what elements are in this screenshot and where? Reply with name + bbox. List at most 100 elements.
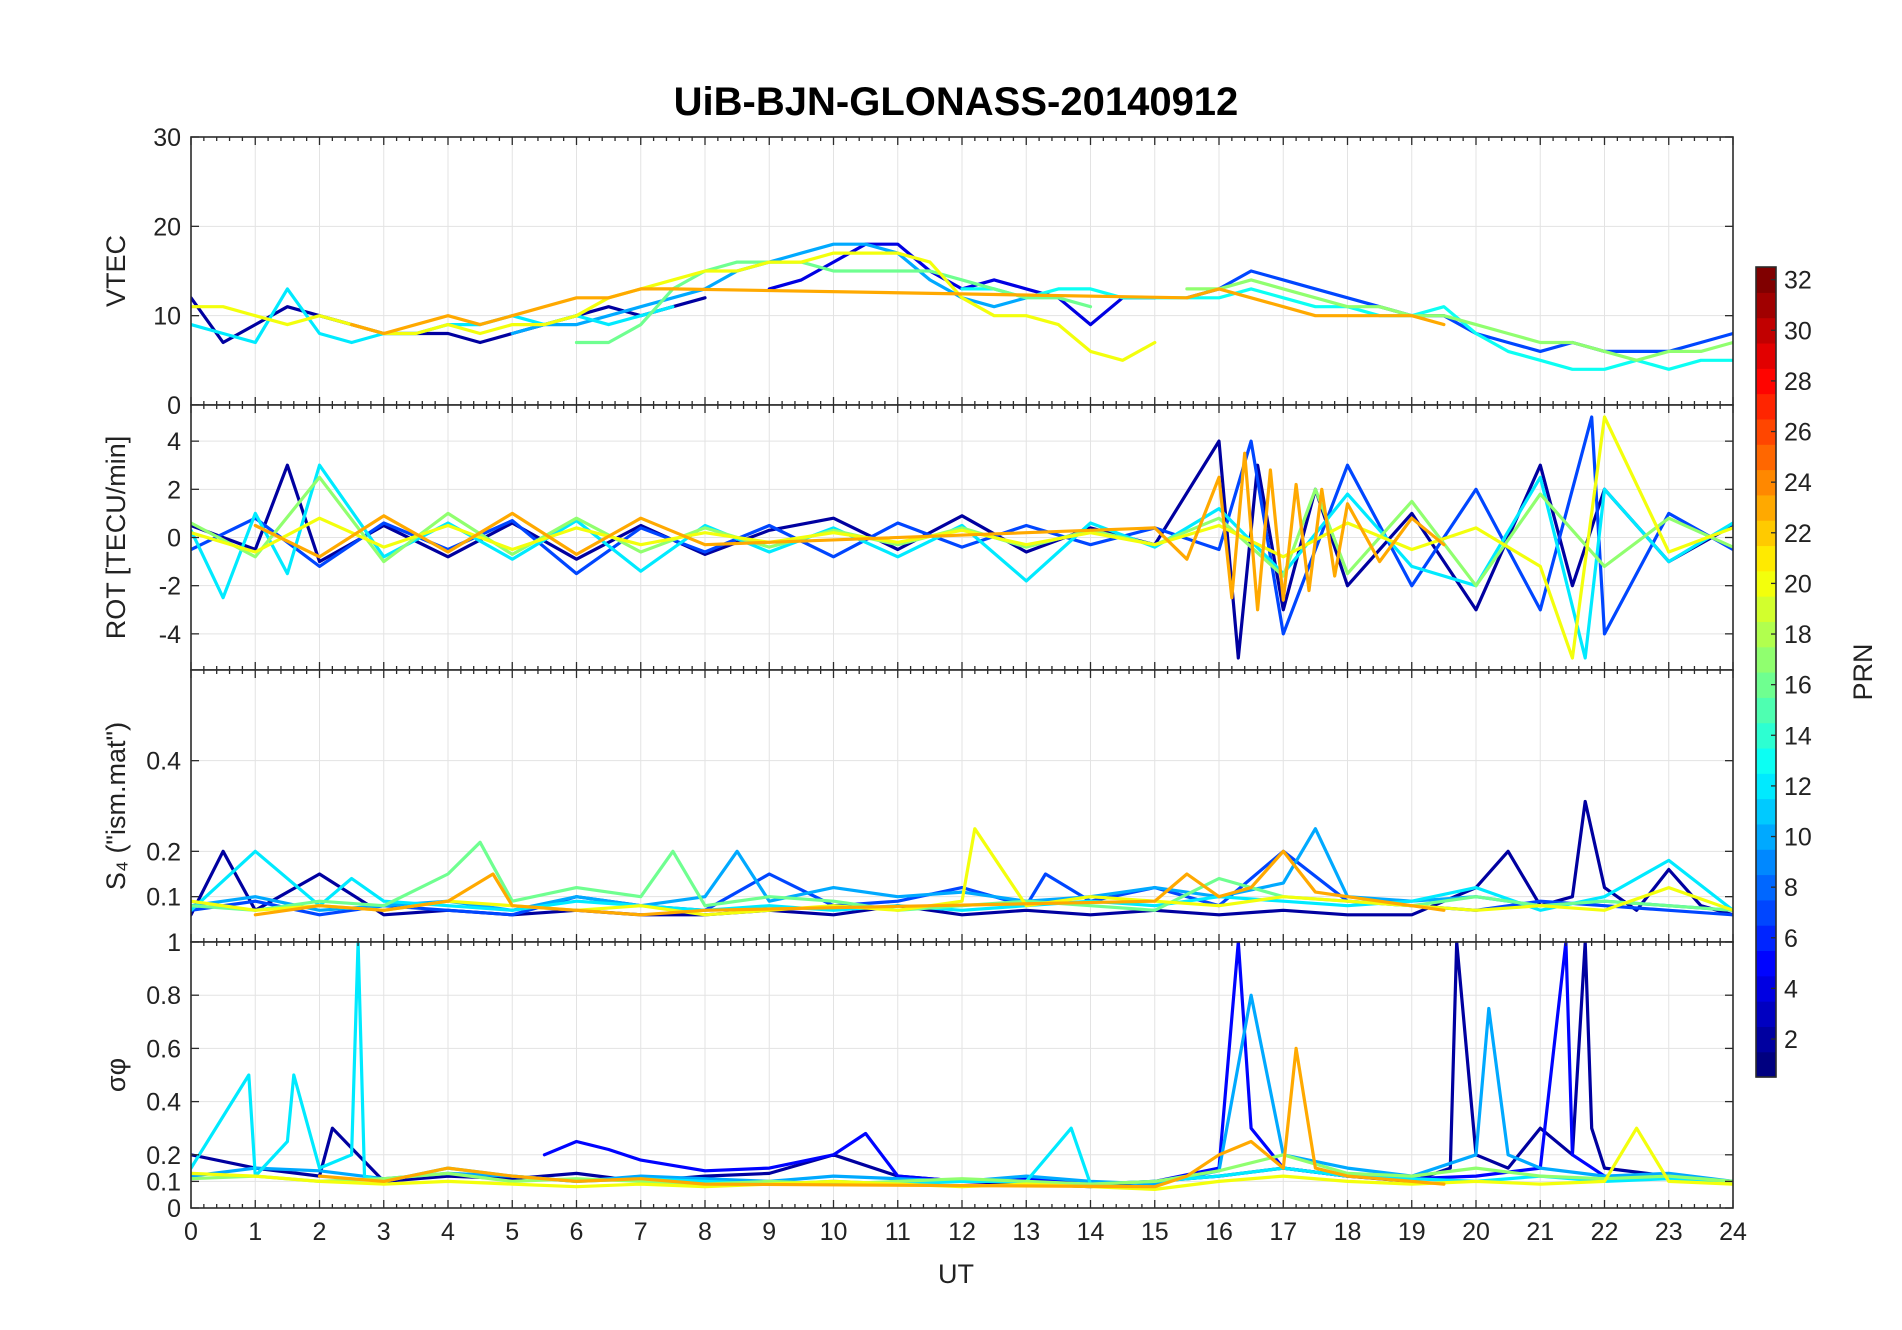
series-prn-17 xyxy=(191,1153,1733,1186)
x-tick-label: 7 xyxy=(634,1218,648,1246)
colorbar-tick-label: 16 xyxy=(1784,672,1812,700)
y-ticks: 0 10 20 30 xyxy=(153,124,1733,420)
colorbar-label: PRN xyxy=(1848,643,1878,700)
colorbar-tick-label: 24 xyxy=(1784,469,1812,497)
y-ticks: 0.1 0.2 0.4 xyxy=(146,748,1733,912)
panel-vtec: 0 10 20 30 VTEC xyxy=(101,124,1734,420)
x-tick-label: 2 xyxy=(313,1218,327,1246)
x-tick-label: 12 xyxy=(948,1218,976,1246)
x-tick-label: 13 xyxy=(1012,1218,1040,1246)
colorbar-segment xyxy=(1756,621,1776,648)
colorbar-segment xyxy=(1756,469,1776,496)
colorbar-segment xyxy=(1756,342,1776,369)
series-group xyxy=(191,799,1733,917)
y-axis-label: σφ xyxy=(101,1058,131,1092)
colorbar-segment xyxy=(1756,925,1776,952)
y-tick-label: 30 xyxy=(153,124,181,152)
x-tick-label: 16 xyxy=(1205,1218,1233,1246)
x-tick-label: 17 xyxy=(1269,1218,1297,1246)
colorbar-segment xyxy=(1756,368,1776,395)
chart-title: UiB-BJN-GLONASS-20140912 xyxy=(674,80,1239,124)
colorbar-segment xyxy=(1756,494,1776,521)
colorbar-tick-label: 8 xyxy=(1784,874,1798,902)
colorbar-segment xyxy=(1756,950,1776,977)
x-axis-label: UT xyxy=(938,1259,974,1289)
colorbar-segment xyxy=(1756,570,1776,597)
colorbar-tick-label: 18 xyxy=(1784,621,1812,649)
colorbar-segment xyxy=(1756,317,1776,344)
series-prn-2 xyxy=(191,296,707,345)
series-prn-12 xyxy=(191,463,1733,660)
y-axis-label: S₄ ("ism.mat") xyxy=(101,722,131,890)
y-axis-label: ROT [TECU/min] xyxy=(101,436,131,640)
y-tick-label: 0.4 xyxy=(146,1089,181,1117)
x-tick-label: 8 xyxy=(698,1218,712,1246)
series-prn-23 xyxy=(253,849,1446,917)
colorbar-segment xyxy=(1756,267,1776,293)
x-tick-label: 14 xyxy=(1077,1218,1105,1246)
colorbar-segment xyxy=(1756,646,1776,673)
series-prn-20 xyxy=(191,415,1733,660)
series-prn-23 xyxy=(317,1046,1446,1189)
colorbar-segment xyxy=(1756,393,1776,420)
x-tick-label: 9 xyxy=(762,1218,776,1246)
series-prn-20 xyxy=(191,827,1733,917)
y-tick-label: 0.8 xyxy=(146,982,181,1010)
y-tick-label: 0 xyxy=(167,392,181,420)
colorbar-segment xyxy=(1756,596,1776,622)
y-tick-label: -4 xyxy=(159,621,181,649)
series-prn-23 xyxy=(253,451,1446,612)
colorbar-tick-label: 22 xyxy=(1784,520,1812,548)
y-tick-label: 0.6 xyxy=(146,1035,181,1063)
x-tick-label: 6 xyxy=(570,1218,584,1246)
colorbar-segment xyxy=(1756,798,1776,825)
x-tick-label: 0 xyxy=(184,1218,198,1246)
series-prn-7 xyxy=(1185,269,1733,353)
colorbar-segment xyxy=(1756,697,1776,724)
series-group xyxy=(191,942,1733,1192)
x-ticks xyxy=(190,942,1734,1208)
y-tick-label: -2 xyxy=(159,573,181,601)
panel-s4: 0.1 0.2 0.4 S₄ ("ism.mat") xyxy=(101,669,1734,943)
x-tick-label: 22 xyxy=(1591,1218,1619,1246)
y-tick-label: 1 xyxy=(167,929,181,957)
x-tick-label: 4 xyxy=(441,1218,455,1246)
colorbar-segment xyxy=(1756,975,1776,1002)
series-prn-17 xyxy=(1185,278,1733,362)
colorbar-segment xyxy=(1756,773,1776,800)
colorbar-tick-label: 20 xyxy=(1784,570,1812,598)
colorbar-frame xyxy=(1755,266,1777,1078)
x-tick-label: 3 xyxy=(377,1218,391,1246)
x-tick-label: 21 xyxy=(1526,1218,1554,1246)
y-ticks: -4 -2 0 2 4 xyxy=(159,428,1733,649)
x-axis: 0 1 2 3 4 5 6 7 8 9 10 11 12 13 14 15 16 17 18 19 20 21 22 23 24 xyxy=(184,1218,1747,1246)
x-tick-label: 11 xyxy=(885,1218,911,1246)
y-ticks: 00.10.2 0.4 0.6 0.8 1 xyxy=(146,929,1733,1223)
colorbar-segment xyxy=(1756,1001,1776,1027)
colorbar-tick-label: 30 xyxy=(1784,317,1812,345)
x-tick-label: 18 xyxy=(1334,1218,1362,1246)
y-tick-label: 0 xyxy=(167,1195,181,1223)
panel-rot: -4 -2 0 2 4 ROT [TECU/min] xyxy=(101,404,1734,671)
colorbar-segment xyxy=(1756,292,1776,319)
colorbar-segment xyxy=(1756,444,1776,471)
colorbar-tick-label: 32 xyxy=(1784,267,1812,295)
colorbar-segment xyxy=(1756,823,1776,850)
colorbar-tick-label: 26 xyxy=(1784,419,1812,447)
y-tick-label: 0.2 xyxy=(146,838,181,866)
colorbar-segment xyxy=(1756,418,1776,445)
y-tick-label: 0.1 xyxy=(146,1168,181,1196)
colorbar-segment xyxy=(1756,899,1776,926)
x-tick-label: 15 xyxy=(1141,1218,1169,1246)
series-group xyxy=(191,415,1733,660)
x-tick-label: 24 xyxy=(1719,1218,1747,1246)
colorbar-tick-label: 6 xyxy=(1784,925,1798,953)
colorbar-segment xyxy=(1756,747,1776,774)
x-ticks xyxy=(190,137,1734,405)
colorbar-tick-label: 14 xyxy=(1784,722,1812,750)
x-tick-label: 5 xyxy=(505,1218,519,1246)
colorbar-tick-label: 2 xyxy=(1784,1026,1798,1054)
panel-sigma: 00.10.2 0.4 0.6 0.8 1 σφ xyxy=(101,929,1734,1223)
